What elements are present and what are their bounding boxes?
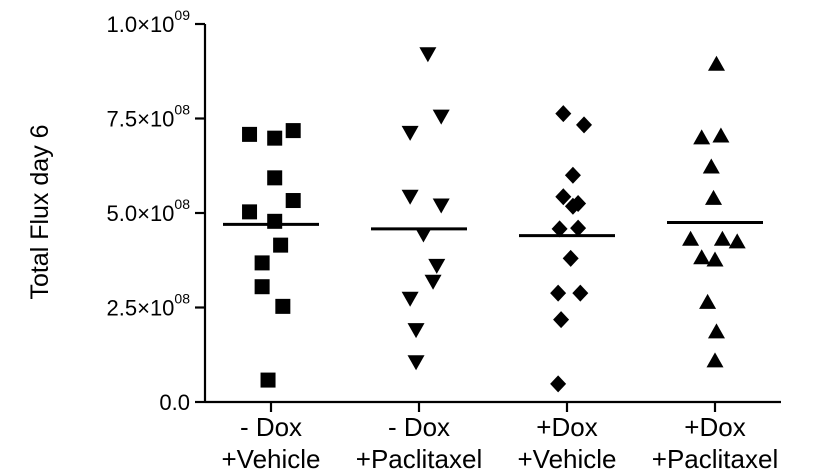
data-point-triangle-up <box>706 352 724 368</box>
y-tick-mantissa: 2.5 <box>107 296 138 321</box>
data-point-square <box>267 170 283 186</box>
y-tick-mantissa: 0.0 <box>159 390 190 415</box>
y-tick-mantissa: 5.0 <box>107 201 138 226</box>
data-point-triangle-down <box>401 291 419 307</box>
data-points <box>242 47 746 393</box>
data-point-diamond <box>550 284 567 302</box>
data-point-triangle-down <box>428 258 446 274</box>
y-tick-multiplier: ×10 <box>137 12 174 37</box>
data-point-triangle-up <box>706 251 724 267</box>
data-point-square <box>273 237 289 253</box>
data-point-triangle-up <box>728 233 746 249</box>
data-point-triangle-up <box>713 230 731 246</box>
y-tick-exponent: 08 <box>174 102 190 118</box>
data-point-triangle-down <box>424 274 442 290</box>
data-point-square <box>254 255 270 271</box>
data-point-square <box>267 130 283 146</box>
x-category-label-line1: +Dox <box>536 412 597 442</box>
axes <box>203 24 781 404</box>
data-point-triangle-up <box>682 230 700 246</box>
x-category-label-line1: - Dox <box>388 412 450 442</box>
data-point-triangle-up <box>707 55 725 71</box>
y-tick-mantissa: 1.0 <box>107 12 138 37</box>
y-tick-label: 5.0×1008 <box>107 196 191 226</box>
y-tick-exponent: 08 <box>174 196 190 212</box>
data-point-triangle-down <box>401 189 419 205</box>
y-tick-mantissa: 7.5 <box>107 107 138 132</box>
y-tick-exponent: 09 <box>174 7 190 23</box>
data-point-diamond <box>570 195 587 213</box>
data-point-triangle-up <box>707 323 725 339</box>
data-point-triangle-up <box>693 129 711 145</box>
x-category-label-line1: - Dox <box>240 412 302 442</box>
x-axis-categories: - Dox+Vehicle- Dox+Paclitaxel+Dox+Vehicl… <box>221 402 778 474</box>
x-category-label-line2: +Vehicle <box>221 444 320 474</box>
data-point-square <box>267 213 283 229</box>
y-tick-exponent: 08 <box>174 291 190 307</box>
y-axis-title: Total Flux day 6 <box>26 124 54 299</box>
data-point-triangle-down <box>401 125 419 141</box>
data-point-triangle-down <box>432 109 450 125</box>
data-point-diamond <box>555 188 572 206</box>
x-category-label-line2: +Vehicle <box>517 444 616 474</box>
data-point-triangle-up <box>699 293 717 309</box>
y-tick-label: 7.5×1008 <box>107 102 191 132</box>
data-point-diamond <box>572 284 589 302</box>
data-point-diamond <box>551 220 568 238</box>
x-category-label-line1: +Dox <box>684 412 745 442</box>
data-point-square <box>260 372 276 388</box>
data-point-diamond <box>550 375 567 393</box>
y-tick-label: 2.5×1008 <box>107 291 191 321</box>
data-point-triangle-up <box>712 127 730 143</box>
data-point-triangle-down <box>407 323 425 339</box>
data-point-diamond <box>555 105 572 123</box>
data-point-square <box>242 126 258 142</box>
data-point-triangle-down <box>407 355 425 371</box>
y-tick-label: 0.0 <box>159 390 190 415</box>
data-point-square <box>242 204 258 220</box>
data-point-square <box>285 123 301 139</box>
data-point-diamond <box>570 219 587 237</box>
data-point-triangle-up <box>702 158 720 174</box>
data-point-diamond <box>553 311 570 329</box>
x-category-label-line2: +Paclitaxel <box>652 444 778 474</box>
data-point-diamond <box>562 249 579 267</box>
data-point-diamond <box>576 116 593 134</box>
x-category-label-line2: +Paclitaxel <box>356 444 482 474</box>
y-tick-label: 1.0×1009 <box>107 7 191 37</box>
data-point-square <box>275 298 291 314</box>
data-point-triangle-up <box>693 249 711 265</box>
data-point-triangle-down <box>414 227 432 243</box>
mean-lines <box>223 220 763 238</box>
data-point-square <box>254 279 270 295</box>
y-tick-multiplier: ×10 <box>137 296 174 321</box>
data-point-square <box>285 193 301 209</box>
data-point-diamond <box>564 166 581 184</box>
data-point-triangle-down <box>419 47 437 63</box>
data-point-triangle-up <box>705 189 723 205</box>
y-axis-title-group: Total Flux day 6 <box>26 124 54 299</box>
y-tick-multiplier: ×10 <box>137 201 174 226</box>
y-tick-multiplier: ×10 <box>137 107 174 132</box>
data-point-triangle-down <box>432 198 450 214</box>
